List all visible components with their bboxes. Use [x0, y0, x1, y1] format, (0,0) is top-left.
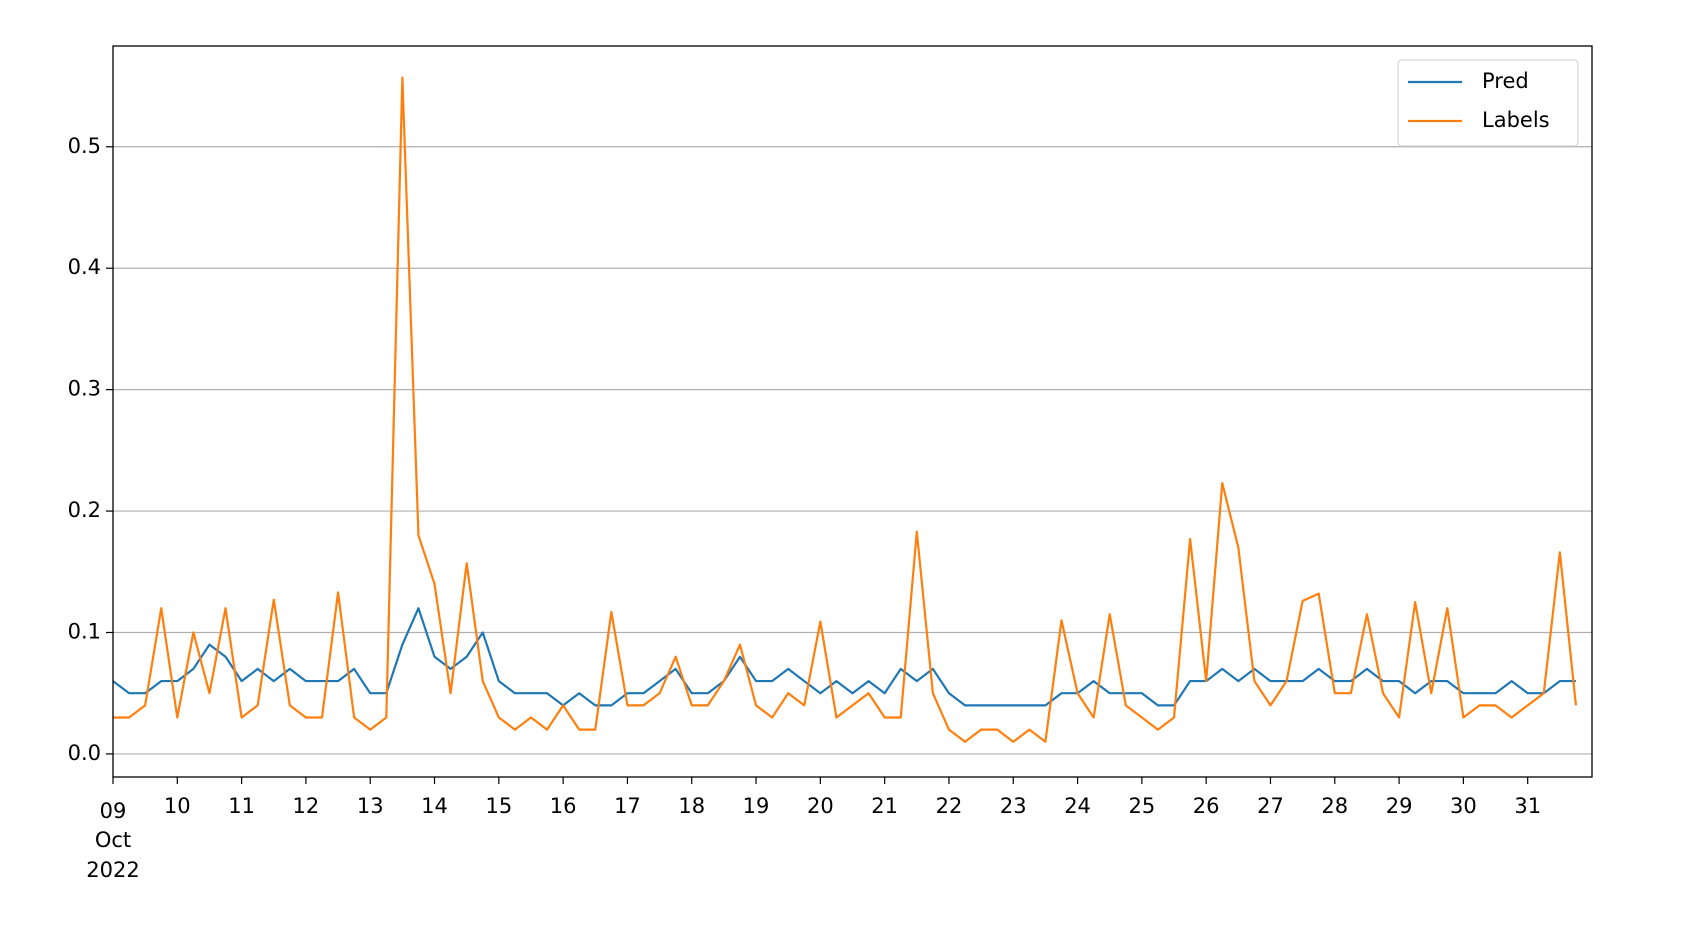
- plot-frame: [112, 45, 1593, 778]
- x-tick-label: 15: [485, 794, 512, 818]
- x-tick-label: 20: [807, 794, 834, 818]
- x-tick-label: 16: [550, 794, 577, 818]
- x-year-label: 2022: [86, 858, 139, 882]
- y-tick-label: 0.2: [68, 498, 101, 522]
- x-tick-label: 28: [1321, 794, 1348, 818]
- series-line: [112, 607, 1576, 707]
- x-tick-label: 30: [1450, 794, 1477, 818]
- y-tick-label: 0.0: [68, 741, 101, 765]
- x-tick-label: 27: [1257, 794, 1284, 818]
- x-tick-label: 17: [614, 794, 641, 818]
- x-tick-label: 12: [293, 794, 320, 818]
- x-tick-label: 10: [164, 794, 191, 818]
- x-tick-label: 31: [1514, 794, 1541, 818]
- x-month-label: Oct: [95, 828, 131, 852]
- x-tick-label: 18: [678, 794, 705, 818]
- series-line: [113, 76, 1578, 743]
- x-tick-label: 13: [357, 794, 384, 818]
- x-tick-label: 23: [1000, 794, 1027, 818]
- x-tick-label: 09: [100, 799, 127, 823]
- y-tick-label: 0.1: [68, 620, 101, 644]
- y-tick-label: 0.3: [68, 377, 101, 401]
- legend-label: Pred: [1482, 69, 1529, 93]
- x-tick-label: 19: [743, 794, 770, 818]
- x-tick-label: 21: [871, 794, 898, 818]
- x-tick-label: 25: [1129, 794, 1156, 818]
- legend-label: Labels: [1482, 108, 1550, 132]
- x-tick-label: 29: [1386, 794, 1413, 818]
- x-tick-label: 26: [1193, 794, 1220, 818]
- y-tick-label: 0.4: [68, 255, 101, 279]
- x-tick-label: 14: [421, 794, 448, 818]
- x-tick-label: 22: [936, 794, 963, 818]
- y-tick-label: 0.5: [68, 134, 101, 158]
- x-tick-label: 11: [228, 794, 255, 818]
- x-tick-label: 24: [1064, 794, 1091, 818]
